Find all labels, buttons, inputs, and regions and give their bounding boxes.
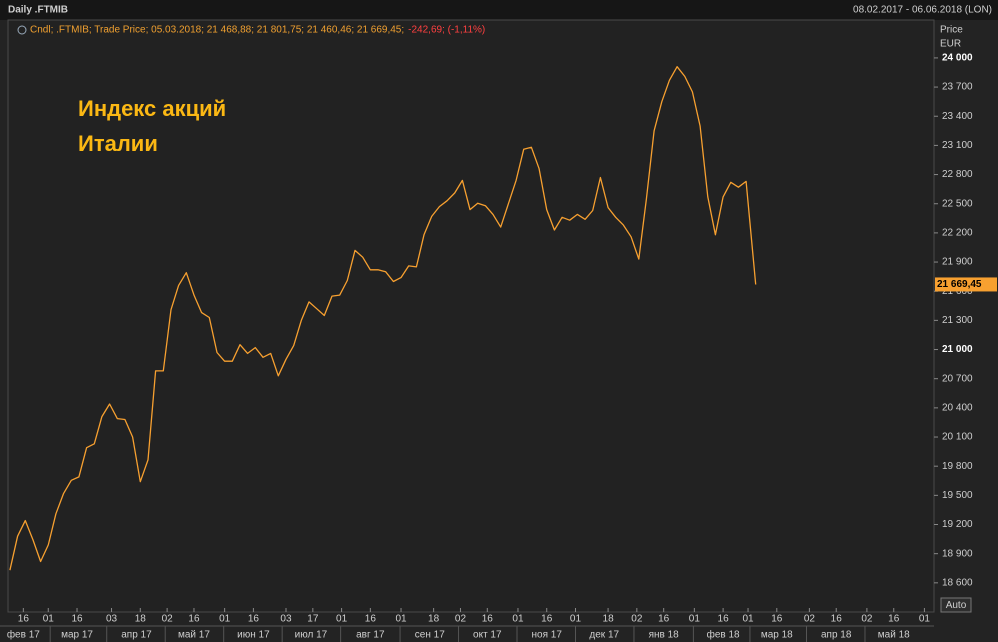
month-label: дек 17 — [589, 630, 619, 641]
y-tick-label: 18 900 — [942, 548, 973, 559]
x-tick-label: 16 — [248, 614, 260, 625]
legend-text: Cndl; .FTMIB; Trade Price; 05.03.2018; 2… — [30, 25, 404, 36]
y-tick-label: 24 000 — [942, 53, 973, 64]
x-tick-label: 16 — [658, 614, 670, 625]
legend-change: -242,69; (-1,11%) — [408, 25, 485, 36]
x-tick-label: 16 — [831, 614, 843, 625]
x-tick-label: 17 — [307, 614, 319, 625]
month-label: июн 17 — [237, 630, 270, 641]
x-tick-label: 16 — [188, 614, 200, 625]
x-tick-label: 16 — [71, 614, 83, 625]
button-label[interactable]: Auto — [946, 600, 967, 611]
month-label: апр 17 — [121, 630, 152, 641]
y-tick-label: 23 100 — [942, 140, 973, 151]
auto-button[interactable]: Auto — [940, 597, 972, 613]
month-label: ноя 17 — [532, 630, 563, 641]
chart-title: Daily .FTMIB — [8, 5, 68, 16]
x-tick-label: 01 — [336, 614, 348, 625]
y-tick-label: 20 700 — [942, 373, 973, 384]
x-tick-label: 16 — [365, 614, 377, 625]
y-tick-label: 23 700 — [942, 82, 973, 93]
y-tick-label: 18 600 — [942, 577, 973, 588]
x-tick-label: 01 — [43, 614, 55, 625]
x-tick-label: 16 — [18, 614, 30, 625]
y-tick-label: 20 400 — [942, 403, 973, 414]
last-price-box — [935, 277, 997, 292]
x-tick-label: 03 — [280, 614, 292, 625]
x-tick-label: 02 — [162, 614, 174, 625]
x-tick-label: 01 — [512, 614, 524, 625]
x-tick-label: 16 — [771, 614, 783, 625]
month-label: фев 18 — [707, 629, 740, 641]
y-tick-label: 21 000 — [942, 344, 973, 355]
annotation: Италии — [78, 131, 158, 156]
legend-icon — [17, 25, 27, 35]
y-tick-label: 22 500 — [942, 198, 973, 209]
y-tick-label: 22 800 — [942, 169, 973, 180]
month-label: мар 18 — [761, 630, 793, 641]
month-label: янв 18 — [649, 630, 680, 641]
x-tick-label: 18 — [428, 614, 440, 625]
y-axis-label: EUR — [940, 39, 961, 50]
annotation: Индекс акций — [78, 96, 226, 121]
x-tick-label: 16 — [482, 614, 494, 625]
date-range: 08.02.2017 - 06.06.2018 (LON) — [853, 5, 992, 16]
x-tick-label: 02 — [804, 614, 816, 625]
y-tick-label: 23 400 — [942, 111, 973, 122]
x-tick-label: 16 — [541, 614, 553, 625]
y-tick-label: 20 100 — [942, 432, 973, 443]
x-tick-label: 18 — [603, 614, 615, 625]
y-tick-label: 21 900 — [942, 257, 973, 268]
x-tick-label: 01 — [742, 614, 754, 625]
x-tick-label: 03 — [106, 614, 118, 625]
y-tick-label: 21 300 — [942, 315, 973, 326]
x-tick-label: 02 — [631, 614, 643, 625]
y-tick-label: 19 200 — [942, 519, 973, 530]
month-label: авг 17 — [356, 630, 385, 641]
month-label: мар 17 — [61, 630, 93, 641]
x-tick-label: 02 — [455, 614, 467, 625]
x-tick-label: 01 — [919, 614, 931, 625]
x-tick-label: 01 — [395, 614, 407, 625]
month-label: июл 17 — [295, 630, 328, 641]
x-tick-label: 01 — [689, 614, 701, 625]
price-line — [9, 66, 757, 571]
y-tick-label: 19 500 — [942, 490, 973, 501]
month-label: окт 17 — [473, 630, 502, 641]
header-bar — [0, 0, 998, 20]
plot-area — [7, 19, 935, 613]
month-label: сен 17 — [415, 630, 445, 641]
month-label: фев 17 — [7, 629, 40, 641]
last-price-label: 21 669,45 — [937, 279, 982, 290]
month-label: апр 18 — [821, 630, 852, 641]
x-tick-label: 16 — [888, 614, 900, 625]
month-label: май 18 — [878, 630, 910, 641]
x-tick-label: 16 — [718, 614, 730, 625]
x-tick-label: 02 — [861, 614, 873, 625]
button-frame[interactable] — [940, 597, 972, 613]
x-tick-label: 01 — [570, 614, 582, 625]
y-tick-label: 22 200 — [942, 228, 973, 239]
month-label: май 17 — [178, 630, 210, 641]
x-tick-label: 18 — [135, 614, 147, 625]
y-tick-label: 19 800 — [942, 461, 973, 472]
y-axis-label: Price — [940, 25, 963, 36]
x-tick-label: 01 — [219, 614, 231, 625]
